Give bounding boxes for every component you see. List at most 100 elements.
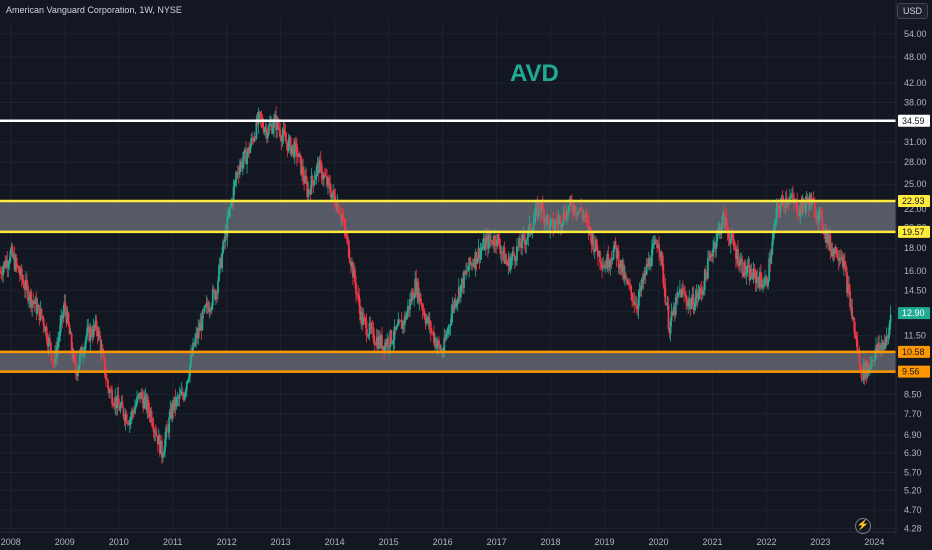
tradingview-icon[interactable]: ⚡: [855, 518, 871, 534]
candle-body: [828, 235, 831, 244]
candle-body: [435, 338, 437, 348]
candle-body: [714, 242, 717, 249]
candle-body: [398, 320, 401, 322]
candle-body: [77, 364, 80, 370]
candle-body: [546, 215, 548, 224]
candle-body: [762, 285, 764, 288]
candle-body: [17, 266, 20, 273]
candle-body: [559, 216, 562, 228]
candle-body: [146, 400, 149, 411]
candle-body: [770, 254, 773, 264]
candle-body: [858, 352, 861, 366]
candle-body: [271, 123, 273, 134]
candle-body: [84, 342, 87, 352]
candle-body: [740, 259, 743, 261]
candle-body: [64, 302, 67, 310]
candle-body: [197, 327, 200, 339]
candle-body: [1, 274, 3, 276]
candle-body: [4, 261, 7, 268]
candle-body: [301, 166, 303, 175]
candle-body: [533, 217, 536, 223]
candle-body: [682, 288, 684, 291]
candle-body: [300, 155, 302, 175]
candle-body: [273, 118, 275, 129]
candle-body: [3, 261, 6, 268]
candle-body: [710, 254, 712, 256]
candle-body: [238, 167, 241, 175]
candle-body: [522, 234, 525, 236]
candle-body: [820, 209, 822, 212]
candle-body: [742, 272, 745, 277]
candle-body: [119, 405, 122, 411]
candle-body: [12, 255, 15, 257]
candle-body: [195, 333, 198, 340]
candle-body: [540, 203, 543, 213]
candle-body: [10, 246, 13, 252]
candle-body: [374, 344, 377, 346]
candle-body: [702, 289, 705, 291]
candle-body: [180, 391, 183, 395]
zone-band: [0, 200, 896, 232]
candle-body: [555, 220, 558, 223]
candle-body: [87, 326, 90, 329]
candle-body: [136, 397, 138, 405]
candle-body: [588, 226, 591, 232]
candle-body: [172, 402, 175, 411]
candle-body: [731, 233, 734, 239]
candle-body: [509, 260, 512, 271]
candle-body: [306, 182, 309, 197]
candle-body: [293, 141, 296, 158]
candle-body: [222, 240, 225, 253]
candle-body: [211, 289, 214, 306]
candle-body: [115, 397, 118, 408]
candle-body: [558, 216, 561, 219]
candle-body: [412, 291, 415, 299]
candle-body: [332, 190, 335, 195]
candle-body: [48, 337, 51, 343]
candle-body: [327, 178, 329, 186]
candle-body: [661, 252, 664, 264]
candle-body: [732, 238, 735, 247]
candle-body: [417, 281, 420, 302]
candle-body: [89, 328, 92, 341]
candle-body: [407, 306, 409, 313]
y-tick-label: 7.70: [904, 409, 922, 419]
candle-body: [826, 231, 829, 243]
candle-body: [564, 219, 567, 222]
candle-body: [741, 259, 744, 273]
candle-body: [164, 438, 166, 452]
candle-body: [748, 265, 751, 281]
candle-body: [580, 207, 583, 213]
candle-body: [778, 209, 781, 213]
currency-badge[interactable]: USD: [896, 3, 928, 19]
candle-body: [5, 260, 8, 268]
candle-body: [361, 311, 364, 325]
x-tick-label: 2019: [595, 537, 615, 547]
candle-body: [606, 253, 609, 269]
candle-body: [523, 234, 526, 241]
y-tick-label: 4.28: [904, 523, 922, 533]
candle-body: [637, 298, 640, 310]
candle-body: [686, 301, 689, 306]
candle-body: [466, 270, 468, 272]
candle-body: [644, 270, 647, 275]
candle-body: [884, 343, 887, 349]
candle-body: [183, 393, 186, 400]
candle-body: [786, 201, 789, 204]
candle-body: [798, 215, 801, 216]
candle-body: [346, 236, 349, 241]
candle-body: [664, 287, 667, 303]
candle-body: [490, 239, 492, 241]
candle-body: [59, 324, 62, 337]
candle-body: [99, 339, 102, 354]
candle-body: [362, 317, 365, 325]
candle-body: [182, 395, 185, 400]
candle-body: [730, 233, 733, 239]
candle-body: [729, 238, 732, 244]
candle-body: [578, 210, 581, 212]
candle-body: [191, 353, 193, 355]
candle-body: [746, 265, 749, 273]
candle-body: [800, 204, 803, 213]
candle-body: [320, 164, 323, 179]
